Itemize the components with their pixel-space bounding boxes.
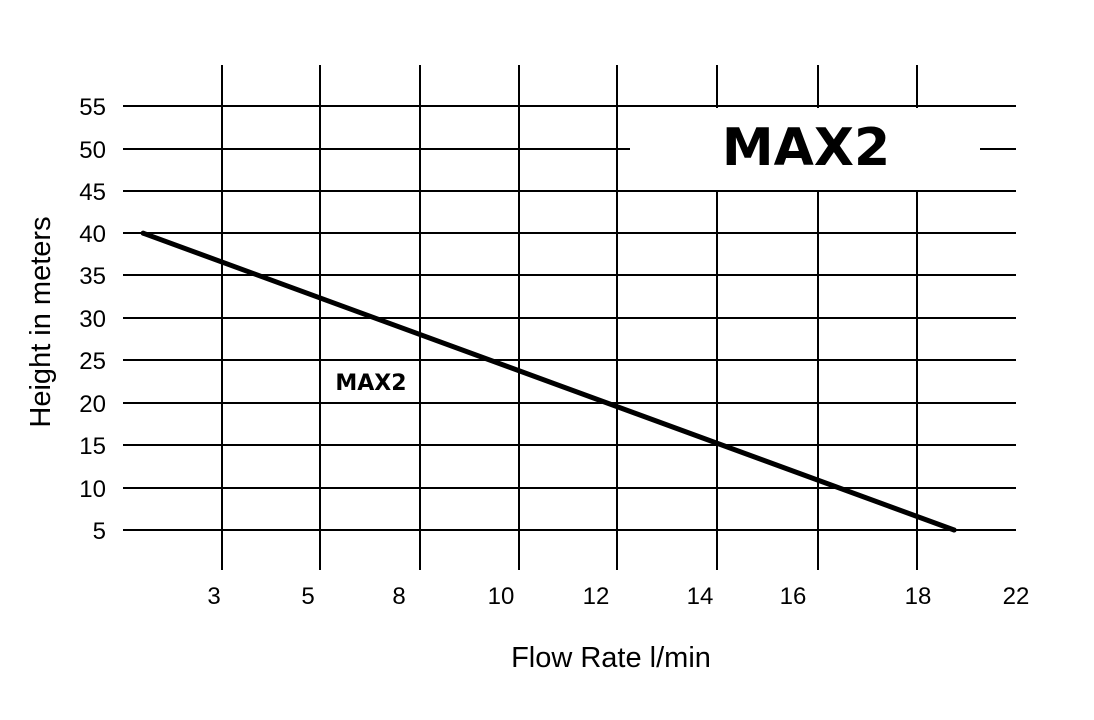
title-background bbox=[630, 108, 980, 190]
x-tick-label: 3 bbox=[207, 583, 220, 610]
y-tick-label: 10 bbox=[79, 476, 106, 503]
y-tick-label: 50 bbox=[79, 137, 106, 164]
x-tick-label: 16 bbox=[780, 583, 807, 610]
x-axis-label: Flow Rate l/min bbox=[511, 642, 711, 674]
y-tick-label: 40 bbox=[79, 221, 106, 248]
x-tick-label: 10 bbox=[488, 583, 515, 610]
y-tick-label: 5 bbox=[93, 518, 106, 545]
y-tick-label: 45 bbox=[79, 179, 106, 206]
x-tick-label: 5 bbox=[301, 583, 314, 610]
series-label: MAX2 bbox=[335, 371, 406, 396]
y-tick-label: 20 bbox=[79, 391, 106, 418]
series-point bbox=[951, 527, 957, 533]
y-tick-label: 35 bbox=[79, 263, 106, 290]
series-line bbox=[140, 230, 957, 533]
y-tick-label: 15 bbox=[79, 433, 106, 460]
y-tick-label: 25 bbox=[79, 348, 106, 375]
y-tick-label: 55 bbox=[79, 94, 106, 121]
series-point bbox=[140, 230, 146, 236]
grid bbox=[123, 65, 1016, 570]
x-tick-label: 22 bbox=[1003, 583, 1030, 610]
x-tick-label: 18 bbox=[905, 583, 932, 610]
y-axis-label: Height in meters bbox=[25, 216, 57, 427]
y-tick-label: 30 bbox=[79, 306, 106, 333]
x-tick-label: 8 bbox=[392, 583, 405, 610]
x-tick-label: 14 bbox=[687, 583, 714, 610]
series-lines bbox=[140, 230, 957, 533]
chart-title: MAX2 bbox=[722, 118, 890, 178]
x-tick-label: 12 bbox=[583, 583, 610, 610]
